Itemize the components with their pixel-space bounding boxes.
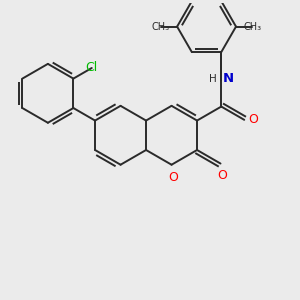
Text: N: N (223, 72, 234, 85)
Text: O: O (168, 171, 178, 184)
Text: Cl: Cl (85, 61, 98, 74)
Text: O: O (248, 113, 258, 126)
Text: H: H (209, 74, 217, 84)
Text: CH₃: CH₃ (243, 22, 261, 32)
Text: CH₃: CH₃ (152, 22, 170, 32)
Text: O: O (217, 169, 227, 182)
